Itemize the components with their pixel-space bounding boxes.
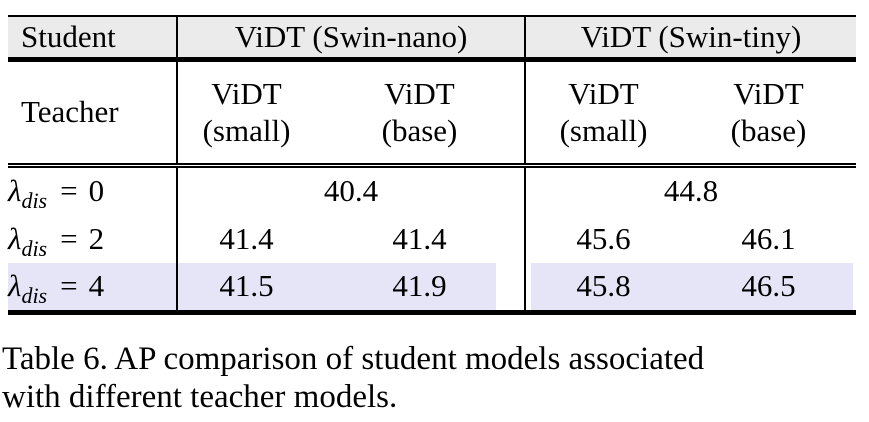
lambda-subscript: dis	[21, 188, 48, 213]
caption-line-2: with different teacher models.	[2, 379, 398, 415]
lambda-value: 2	[88, 220, 105, 256]
table-row-lambda-2: λdis = 2 41.4 41.4 45.6 46.1	[8, 214, 856, 263]
teacher-name: ViDT	[733, 76, 804, 112]
lambda-symbol: λ	[8, 173, 22, 208]
table-row-lambda-4-highlighted: λdis = 4 41.5 41.9 45.8 46.5	[8, 262, 856, 312]
table-header-row: Student ViDT (Swin-nano) ViDT (Swin-tiny…	[8, 16, 856, 59]
teacher-label: Teacher	[8, 60, 177, 165]
teacher-name: ViDT	[568, 76, 639, 112]
ap-value-nano-merged: 40.4	[176, 166, 525, 215]
ap-value-tiny-small: 45.8	[524, 262, 681, 312]
lambda-value: 4	[88, 268, 105, 303]
ap-value-nano-small: 41.4	[176, 214, 315, 263]
lambda-symbol: λ	[8, 268, 22, 303]
teacher-size: (small)	[202, 113, 291, 149]
teacher-col-tiny-base: ViDT (base)	[681, 60, 856, 165]
teacher-col-tiny-small: ViDT (small)	[524, 60, 681, 165]
teacher-size: (small)	[559, 113, 648, 149]
ap-value-nano-small: 41.5	[176, 262, 315, 312]
ap-value-tiny-base: 46.1	[741, 220, 796, 256]
teacher-size: (base)	[730, 113, 807, 149]
header-group-swin-tiny: ViDT (Swin-tiny)	[524, 16, 856, 59]
teacher-col-nano-base: ViDT (base)	[315, 60, 525, 165]
double-rule-header	[8, 58, 856, 62]
lambda-value: 0	[88, 173, 105, 208]
header-group-swin-nano: ViDT (Swin-nano)	[176, 16, 525, 59]
ap-value-tiny-small: 45.6	[524, 214, 681, 263]
table-caption: Table 6. AP comparison of student models…	[2, 340, 868, 416]
ap-value-nano-base: 41.4	[392, 220, 447, 256]
double-rule-bottom	[8, 310, 856, 315]
teacher-row: Teacher ViDT (small) ViDT (base) ViDT (s…	[8, 60, 856, 165]
lambda-subscript: dis	[21, 283, 48, 308]
equals-sign: =	[60, 173, 78, 208]
lambda-symbol: λ	[8, 220, 22, 256]
teacher-name: ViDT	[384, 76, 455, 112]
teacher-size: (base)	[381, 113, 458, 149]
ap-value-tiny-base: 46.5	[681, 262, 856, 312]
ap-comparison-table: Student ViDT (Swin-nano) ViDT (Swin-tiny…	[8, 15, 856, 315]
lambda-0-label: λdis = 0	[8, 167, 177, 215]
header-student: Student	[8, 16, 177, 59]
teacher-col-nano-small: ViDT (small)	[176, 60, 315, 165]
equals-sign: =	[60, 220, 78, 256]
teacher-name: ViDT	[211, 76, 282, 112]
caption-line-1: Table 6. AP comparison of student models…	[2, 341, 705, 377]
lambda-4-label: λdis = 4	[8, 262, 177, 312]
ap-value-tiny-merged: 44.8	[524, 166, 856, 215]
equals-sign: =	[60, 268, 78, 303]
ap-value-nano-base: 41.9	[315, 262, 525, 312]
table-row-lambda-0: λdis = 0 40.4 44.8	[8, 166, 856, 215]
lambda-subscript: dis	[21, 235, 48, 261]
lambda-2-label: λdis = 2	[8, 215, 177, 263]
double-rule-teacher	[8, 163, 856, 168]
